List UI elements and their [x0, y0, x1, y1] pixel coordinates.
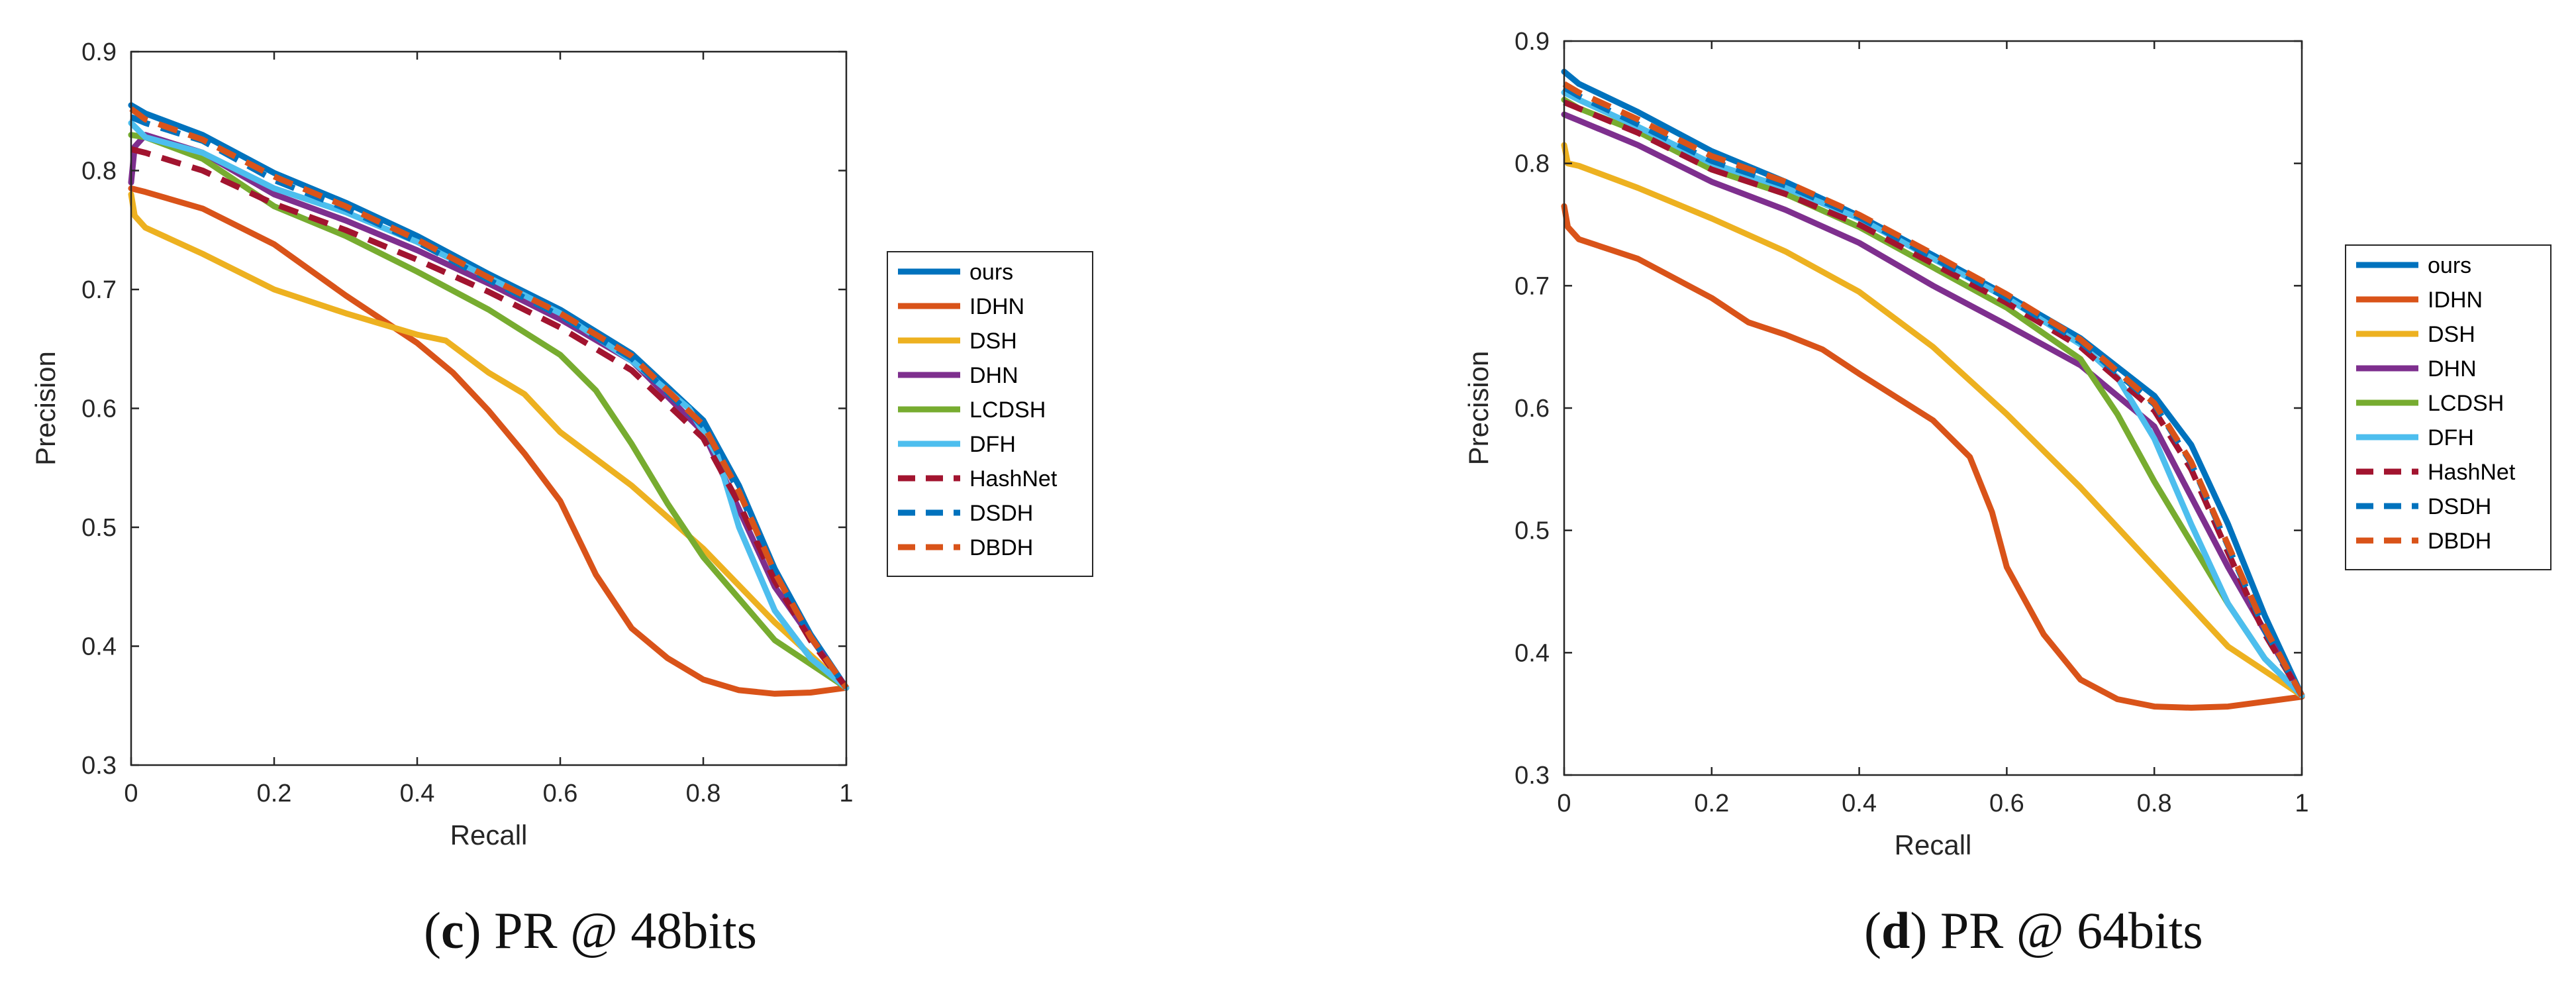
caption-d: (d) PR @ 64bits — [1864, 902, 2203, 959]
y-tick-label-d: 0.6 — [1514, 395, 1550, 423]
y-tick-label-c: 0.3 — [81, 752, 117, 780]
legend-label-d-lcdsh: LCDSH — [2428, 391, 2504, 416]
caption-d-letter: d — [1881, 902, 1910, 959]
x-tick-label-c: 1 — [839, 780, 853, 807]
y-tick-label-d: 0.5 — [1514, 517, 1550, 545]
y-tick-label-d: 0.7 — [1514, 272, 1550, 300]
legend-label-d-dfh: DFH — [2428, 425, 2474, 450]
series-group-c — [128, 102, 850, 697]
legend-label-c-ours: ours — [969, 260, 1013, 285]
series-line-c-dsh — [128, 191, 850, 691]
legend-label-c-idhn: IDHN — [969, 294, 1024, 319]
series-line-d-idhn — [1561, 203, 2305, 711]
series-line-c-dbdh — [129, 106, 849, 690]
x-axis-label-c: Recall — [450, 819, 528, 851]
series-group-d — [1561, 68, 2305, 711]
chart-d: 0 0.2 0.4 0.6 0.8 1 0.3 0.4 0.5 0.6 0.7 0.8 0.9 Recal… — [1463, 28, 2551, 860]
series-line-d-dbdh — [1562, 81, 2304, 698]
legend-label-c-dbdh: DBDH — [969, 535, 1033, 560]
y-tick-label-c: 0.4 — [81, 633, 117, 661]
y-tick-label-c: 0.7 — [81, 276, 117, 304]
legend-label-c-dsh: DSH — [969, 329, 1017, 354]
x-tick-label-d: 0.2 — [1694, 790, 1729, 817]
series-line-d-hashnet — [1563, 99, 2304, 698]
caption-c-text: PR @ 48bits — [494, 902, 758, 959]
series-line-d-dsdh — [1562, 85, 2304, 698]
legend-label-c-hashnet: HashNet — [969, 466, 1058, 492]
legend-c: ours IDHN DSH DHN LCDSH DFH HashNet DSDH DBDH — [887, 251, 1093, 577]
legend-label-d-dhn: DHN — [2428, 356, 2477, 382]
y-tick-label-c: 0.6 — [81, 395, 117, 423]
chart-c: 0 0.2 0.4 0.6 0.8 1 0.3 0.4 0.5 0.6 0.7 0.8 0.9 Recal… — [30, 38, 1093, 851]
x-tick-label-c: 0.8 — [686, 780, 721, 807]
y-axis-label-c: Precision — [30, 351, 61, 466]
x-tick-label-c: 0 — [124, 780, 138, 807]
y-tick-label-c: 0.5 — [81, 514, 117, 542]
y-tick-label-d: 0.8 — [1514, 150, 1550, 178]
x-axis-label-d: Recall — [1895, 829, 1972, 860]
series-line-c-lcdsh — [128, 132, 850, 691]
legend-label-c-dfh: DFH — [969, 432, 1016, 457]
x-tick-label-d: 0 — [1557, 790, 1571, 817]
caption-c: (c) PR @ 48bits — [424, 902, 758, 959]
legend-label-c-dhn: DHN — [969, 363, 1018, 388]
legend-label-d-hashnet: HashNet — [2428, 460, 2516, 485]
series-line-c-dfh — [128, 120, 850, 691]
legend-d: ours IDHN DSH DHN LCDSH DFH HashNet DSDH DBDH — [2345, 244, 2551, 570]
y-tick-label-d: 0.4 — [1514, 639, 1550, 667]
series-line-d-dsh — [1561, 142, 2305, 699]
y-axis-label-d: Precision — [1463, 351, 1494, 466]
x-tick-label-d: 0.4 — [1842, 790, 1877, 817]
legend-label-d-dsh: DSH — [2428, 322, 2475, 347]
series-line-d-dhn — [1561, 111, 2305, 699]
series-line-c-idhn — [128, 185, 850, 697]
y-tick-label-c: 0.8 — [81, 158, 117, 185]
legend-label-c-dsdh: DSDH — [969, 501, 1033, 526]
legend-label-d-idhn: IDHN — [2428, 287, 2483, 313]
plot-area-d — [1564, 41, 2302, 775]
y-tick-label-d: 0.9 — [1514, 28, 1550, 56]
y-tick-label-c: 0.9 — [81, 38, 117, 66]
legend-label-d-ours: ours — [2428, 253, 2471, 278]
legend-label-c-lcdsh: LCDSH — [969, 397, 1046, 423]
x-tick-label-d: 0.8 — [2137, 790, 2172, 817]
caption-c-letter: c — [440, 902, 464, 959]
series-line-c-hashnet — [130, 146, 849, 690]
x-tick-label-c: 0.6 — [543, 780, 578, 807]
x-tick-label-c: 0.4 — [400, 780, 435, 807]
legend-label-d-dbdh: DBDH — [2428, 529, 2491, 554]
x-tick-label-c: 0.2 — [257, 780, 292, 807]
caption-d-text: PR @ 64bits — [1940, 902, 2203, 959]
x-tick-label-d: 1 — [2295, 790, 2308, 817]
legend-label-d-dsdh: DSDH — [2428, 494, 2491, 519]
y-tick-label-d: 0.3 — [1514, 762, 1550, 790]
x-tick-label-d: 0.6 — [1989, 790, 2024, 817]
